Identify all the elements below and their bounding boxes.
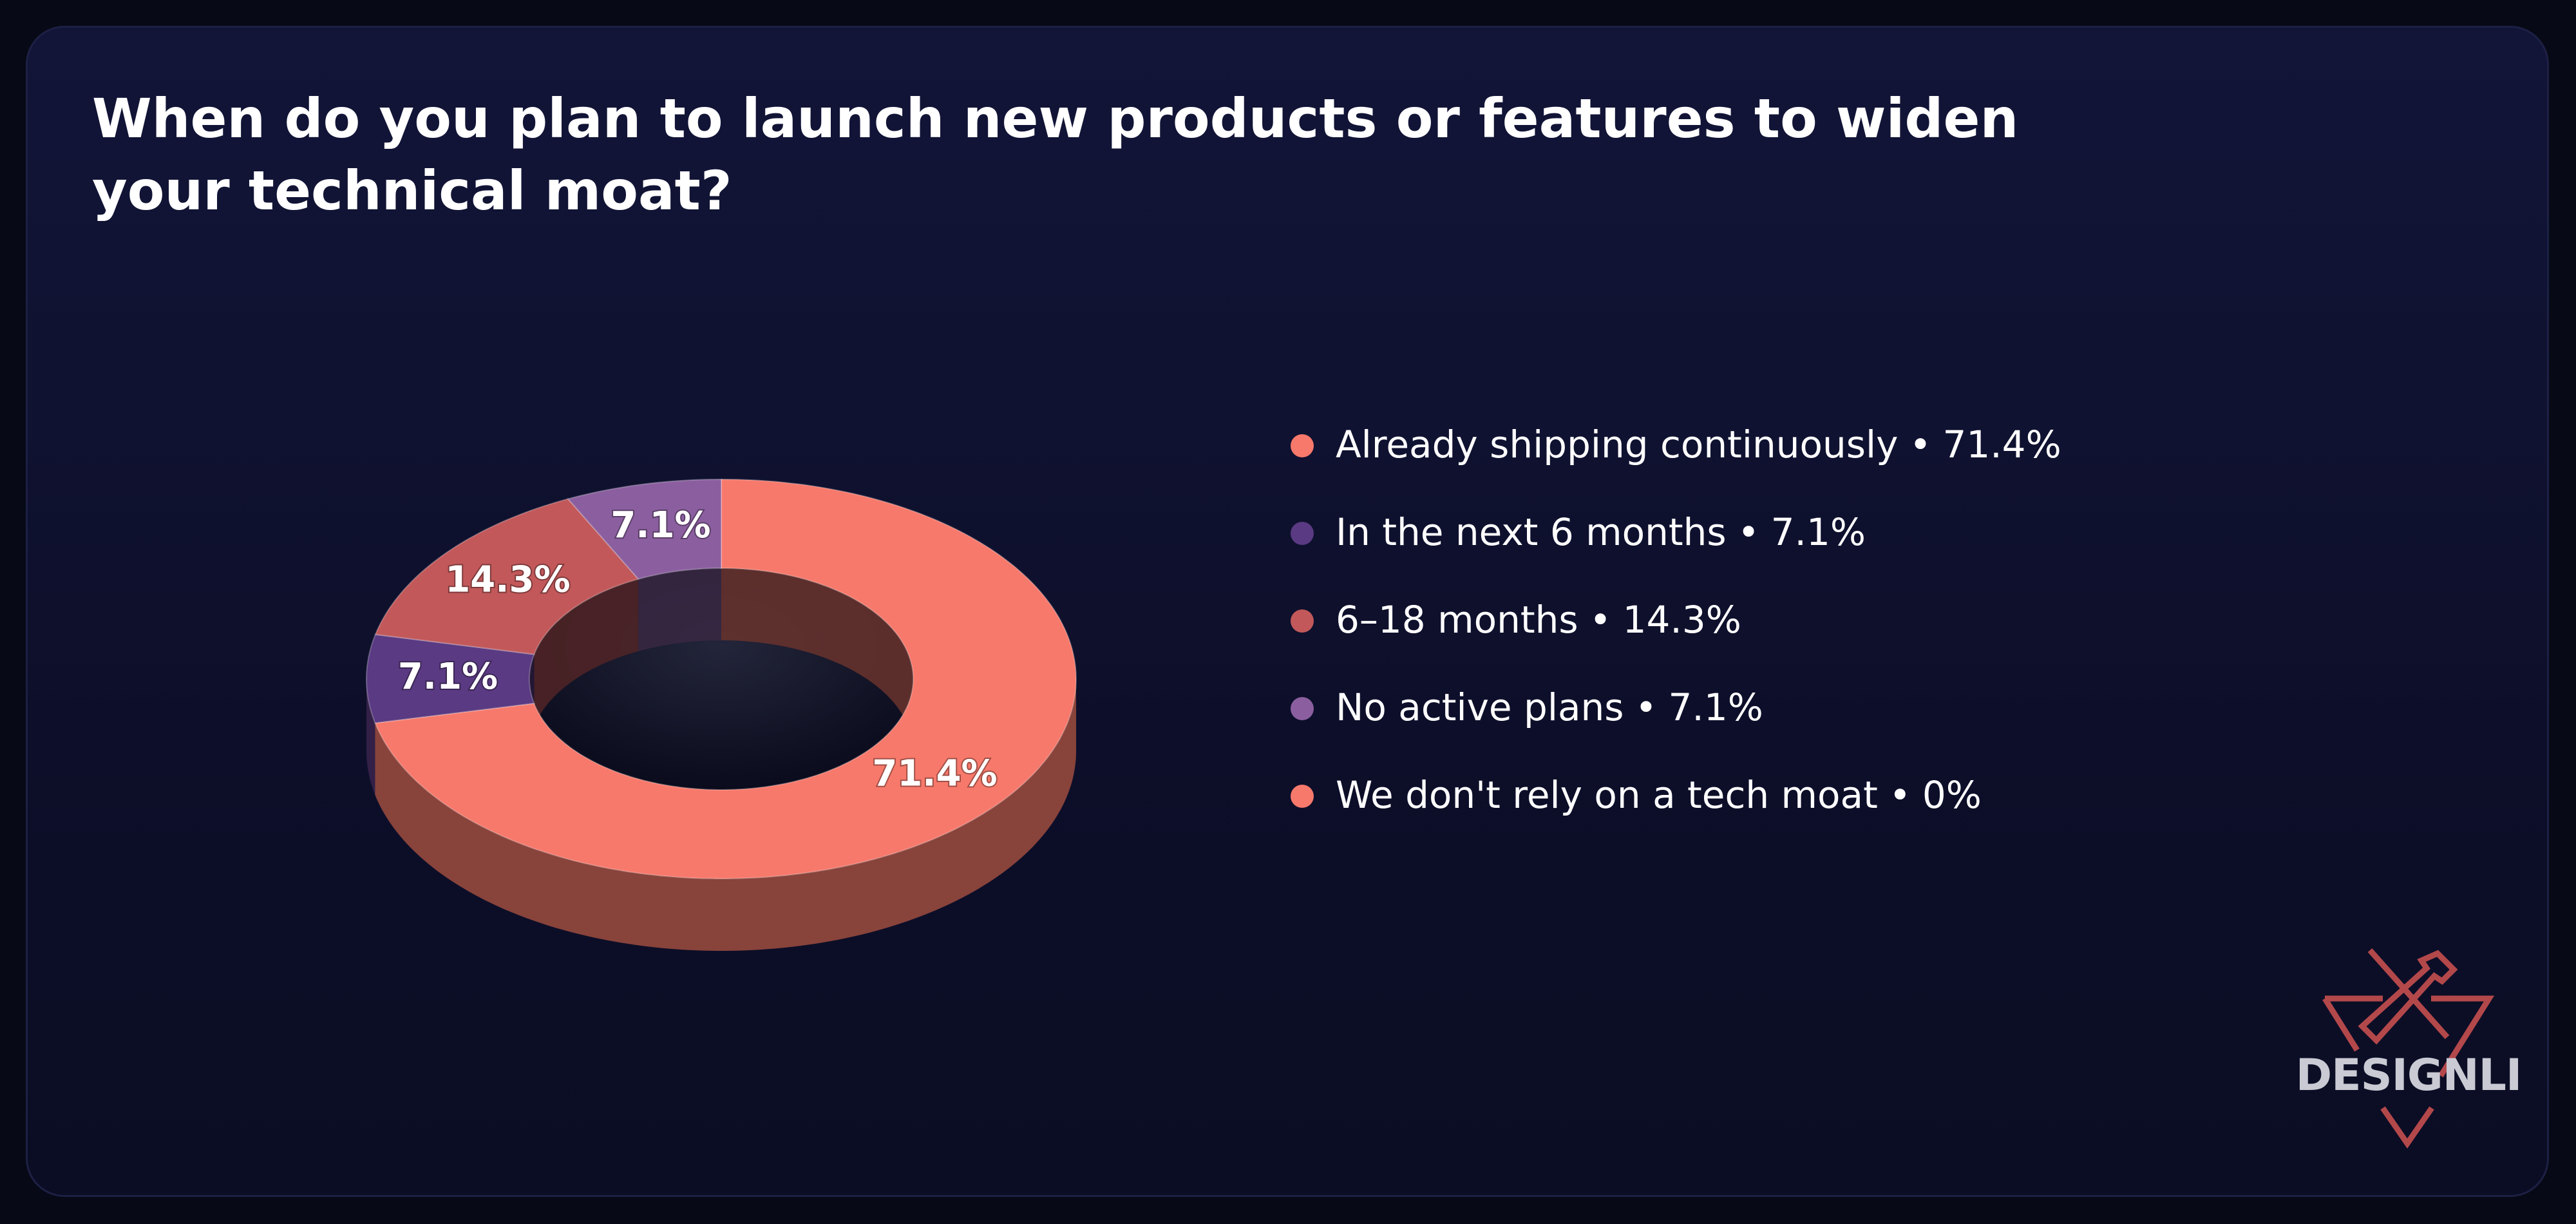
legend-separator: • bbox=[1889, 773, 1911, 817]
legend-value: 71.4% bbox=[1942, 423, 2061, 466]
legend-label: We don't rely on a tech moat bbox=[1336, 773, 1878, 817]
legend-label: 6–18 months bbox=[1336, 598, 1578, 642]
legend-item: No active plans • 7.1% bbox=[1288, 682, 2061, 769]
slice-label: 71.4% bbox=[872, 753, 997, 795]
chart-title: When do you plan to launch new products … bbox=[92, 87, 2019, 222]
legend-value: 14.3% bbox=[1622, 598, 1741, 642]
legend-dot bbox=[1291, 785, 1314, 808]
legend-item: 6–18 months • 14.3% bbox=[1288, 594, 2061, 682]
legend-value: 0% bbox=[1922, 773, 1982, 817]
legend-value: 7.1% bbox=[1770, 510, 1866, 554]
slice-side bbox=[375, 679, 1076, 951]
slice-side bbox=[366, 679, 375, 796]
slice-inner-wall bbox=[638, 568, 721, 651]
slice-label: 14.3% bbox=[445, 559, 570, 601]
legend-item: Already shipping continuously • 71.4% bbox=[1288, 419, 2061, 506]
legend-dot bbox=[1291, 522, 1314, 545]
legend-separator: • bbox=[1634, 685, 1658, 729]
legend-item: In the next 6 months • 7.1% bbox=[1288, 506, 2061, 594]
slice-label: 7.1% bbox=[611, 504, 710, 546]
slice-inner-wall bbox=[721, 568, 913, 751]
legend-dot bbox=[1291, 434, 1314, 457]
slice-inner-wall bbox=[534, 579, 639, 727]
legend-item: We don't rely on a tech moat • 0% bbox=[1288, 769, 2061, 857]
legend-text: We don't rely on a tech moat • 0% bbox=[1336, 769, 1982, 821]
legend-separator: • bbox=[1909, 423, 1932, 466]
logo-icon bbox=[2322, 948, 2495, 1149]
legend: Already shipping continuously • 71.4% In th… bbox=[1288, 419, 2061, 857]
slice-label: 7.1% bbox=[398, 656, 498, 698]
slice bbox=[567, 478, 722, 580]
legend-text: No active plans • 7.1% bbox=[1336, 682, 1763, 733]
legend-text: Already shipping continuously • 71.4% bbox=[1336, 419, 2061, 470]
logo: DESIGNLI bbox=[2295, 1050, 2523, 1101]
legend-label: No active plans bbox=[1336, 685, 1624, 729]
legend-dot bbox=[1291, 697, 1314, 720]
legend-value: 7.1% bbox=[1668, 685, 1763, 729]
legend-label: In the next 6 months bbox=[1336, 510, 1727, 554]
legend-text: 6–18 months • 14.3% bbox=[1336, 594, 1741, 645]
legend-label: Already shipping continuously bbox=[1336, 423, 1899, 466]
legend-dot bbox=[1291, 609, 1314, 633]
legend-separator: • bbox=[1738, 510, 1760, 554]
legend-text: In the next 6 months • 7.1% bbox=[1336, 506, 1866, 558]
inner-walls bbox=[529, 568, 913, 751]
legend-separator: • bbox=[1589, 598, 1612, 642]
